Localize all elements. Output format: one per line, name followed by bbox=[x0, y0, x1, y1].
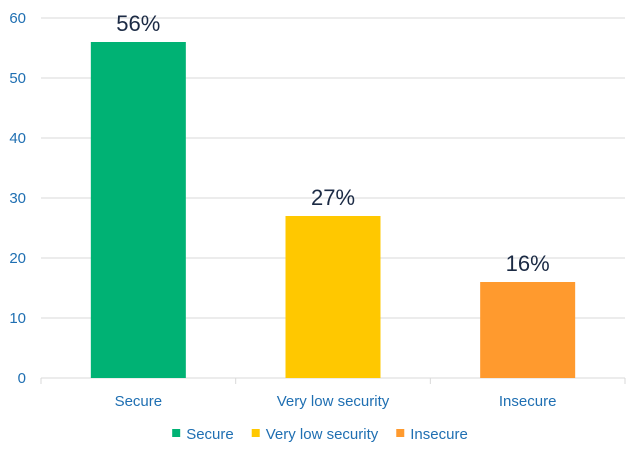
data-label: 27% bbox=[311, 185, 355, 210]
y-tick-label: 0 bbox=[18, 370, 26, 387]
category-labels: Secure Very low security Insecure bbox=[115, 393, 557, 410]
bars bbox=[90, 42, 576, 378]
bar bbox=[285, 216, 381, 378]
legend-swatch bbox=[251, 429, 260, 437]
y-tick-label: 30 bbox=[9, 190, 26, 207]
legend-label: Insecure bbox=[410, 426, 468, 443]
data-labels: 56% 27% 16% bbox=[116, 11, 549, 276]
legend-swatch bbox=[172, 429, 181, 437]
legend-label: Very low security bbox=[266, 426, 379, 443]
y-tick-label: 20 bbox=[9, 250, 26, 267]
legend-label: Secure bbox=[186, 426, 234, 443]
data-label: 16% bbox=[506, 251, 550, 276]
category-label: Insecure bbox=[499, 393, 557, 410]
y-tick-label: 10 bbox=[9, 310, 26, 327]
y-axis-ticks: 0 10 20 30 40 50 60 bbox=[9, 10, 26, 387]
bar bbox=[90, 42, 186, 378]
data-label: 56% bbox=[116, 11, 160, 36]
legend: Secure Very low security Insecure bbox=[172, 426, 468, 443]
legend-swatch bbox=[396, 429, 405, 437]
x-axis bbox=[40, 377, 626, 384]
y-tick-label: 50 bbox=[9, 70, 26, 87]
bar bbox=[480, 282, 576, 378]
category-label: Very low security bbox=[277, 393, 390, 410]
y-tick-label: 60 bbox=[9, 10, 26, 27]
category-label: Secure bbox=[115, 393, 163, 410]
y-tick-label: 40 bbox=[9, 130, 26, 147]
